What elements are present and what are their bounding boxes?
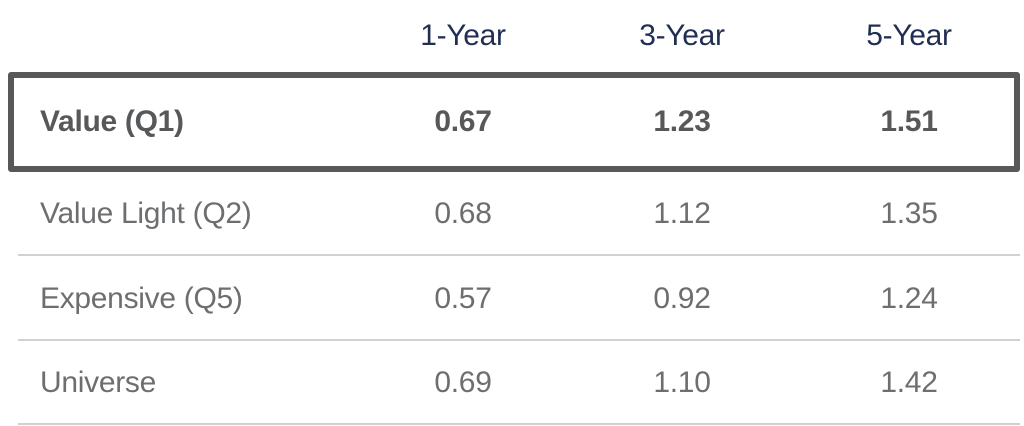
table-row-universe: Universe 0.69 1.10 1.42 <box>0 341 1024 425</box>
row-label: Value (Q1) <box>40 105 184 138</box>
table-row-expensive-q5: Expensive (Q5) 0.57 0.92 1.24 <box>0 256 1024 341</box>
cell-value: 1.23 <box>653 105 711 138</box>
cell-value: 0.68 <box>434 197 492 230</box>
table-row-value-q1: Value (Q1) 0.67 1.23 1.51 <box>0 72 1024 172</box>
cell-value: 1.12 <box>653 197 711 230</box>
cell-value: 0.69 <box>434 366 492 399</box>
cell-value: 1.10 <box>653 366 711 399</box>
cell-value: 1.24 <box>880 281 938 315</box>
cell-value: 1.51 <box>880 105 938 138</box>
cell-value: 0.92 <box>653 281 711 315</box>
column-header-1-year: 1-Year <box>420 19 506 52</box>
cell-value: 0.67 <box>434 105 492 138</box>
row-label: Expensive (Q5) <box>40 281 243 315</box>
row-label: Value Light (Q2) <box>40 197 252 230</box>
column-header-5-year: 5-Year <box>866 19 952 52</box>
cell-value: 1.42 <box>880 366 938 399</box>
column-header-3-year: 3-Year <box>639 19 725 52</box>
table-header-row: 1-Year 3-Year 5-Year <box>0 0 1024 72</box>
cell-value: 1.35 <box>880 197 938 230</box>
table-row-value-light-q2: Value Light (Q2) 0.68 1.12 1.35 <box>0 172 1024 256</box>
row-label: Universe <box>40 366 156 399</box>
cell-value: 0.57 <box>434 281 492 315</box>
